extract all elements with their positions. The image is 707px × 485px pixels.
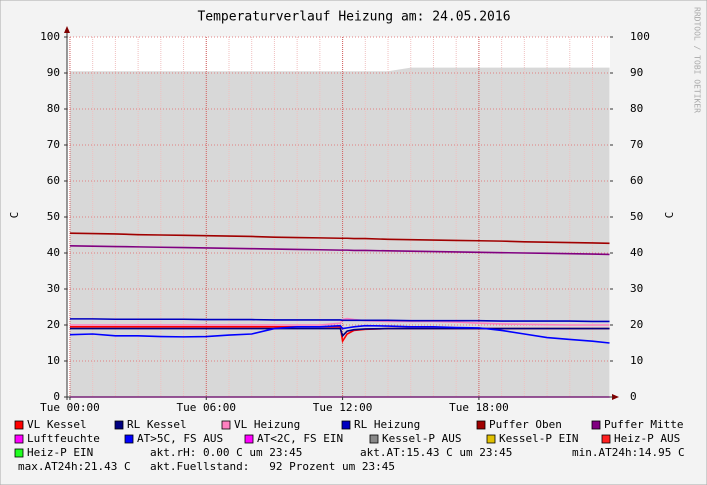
legend-swatch — [341, 420, 351, 430]
series-line — [69, 327, 610, 338]
y-tick-label: 20 — [47, 318, 60, 331]
y-tick-label: 80 — [47, 102, 60, 115]
y-tick-label: 0 — [53, 390, 60, 403]
y2-tick-label: 60 — [630, 174, 643, 187]
legend-label: Heiz-P AUS — [614, 432, 680, 445]
x-tick-label: Tue 18:00 — [449, 401, 509, 414]
footer-text: akt.Fuellstand: 92 Prozent um 23:45 — [150, 460, 395, 473]
series-line — [69, 317, 610, 326]
y-tick-label: 30 — [47, 282, 60, 295]
y2-tick-label: 90 — [630, 66, 643, 79]
chart-title: Temperaturverlauf Heizung am: 24.05.2016 — [197, 10, 510, 25]
legend-swatch — [486, 434, 496, 444]
y-axis-label: C — [8, 212, 21, 219]
axis-arrow — [612, 394, 619, 400]
x-tick-label: Tue 12:00 — [313, 401, 373, 414]
legend-swatch — [14, 448, 24, 458]
legend-label: Kessel-P AUS — [382, 432, 461, 445]
y2-tick-label: 10 — [630, 354, 643, 367]
y-tick-label: 10 — [47, 354, 60, 367]
x-tick-label: Tue 06:00 — [176, 401, 236, 414]
legend-label: RL Kessel — [127, 418, 187, 431]
legend-label: Puffer Oben — [489, 418, 562, 431]
legend-swatch — [124, 434, 134, 444]
y-tick-label: 70 — [47, 138, 60, 151]
legend-label: VL Heizung — [234, 418, 300, 431]
legend-swatch — [476, 420, 486, 430]
legend-swatch — [14, 420, 24, 430]
y2-tick-label: 20 — [630, 318, 643, 331]
legend-swatch — [601, 434, 611, 444]
legend-label: Puffer Mitte — [604, 418, 683, 431]
area-layer — [69, 67, 610, 397]
legend-label: AT>5C, FS AUS — [137, 432, 223, 445]
series-line — [69, 318, 610, 323]
area — [69, 67, 610, 397]
y2-axis-label: C — [663, 212, 676, 219]
x-tick-label: Tue 00:00 — [40, 401, 100, 414]
y-tick-label: 90 — [47, 66, 60, 79]
series-line — [69, 324, 610, 344]
y2-tick-label: 0 — [630, 390, 637, 403]
legend-label: AT<2C, FS EIN — [257, 432, 343, 445]
y2-tick-label: 30 — [630, 282, 643, 295]
legend-label: VL Kessel — [27, 418, 87, 431]
footer-text: max.AT24h:21.43 C — [18, 460, 131, 473]
legend-label: RL Heizung — [354, 418, 420, 431]
legend-label: Heiz-P EIN — [27, 446, 93, 459]
y-tick-label: 40 — [47, 246, 60, 259]
legend-swatch — [221, 420, 231, 430]
series-line — [69, 245, 610, 256]
y-tick-label: 60 — [47, 174, 60, 187]
series-line — [69, 232, 610, 245]
y2-tick-label: 70 — [630, 138, 643, 151]
legend-label: Kessel-P EIN — [499, 432, 578, 445]
y2-tick-label: 100 — [630, 30, 650, 43]
legend-swatch — [369, 434, 379, 444]
footer-text: akt.AT:15.43 C um 23:45 — [360, 446, 512, 459]
footer-text: min.AT24h:14.95 C — [572, 446, 685, 459]
axis-arrow — [64, 26, 70, 33]
legend-swatch — [244, 434, 254, 444]
footer-text: akt.rH: 0.00 C um 23:45 — [150, 446, 302, 459]
legend-label: Luftfeuchte — [27, 432, 100, 445]
legend-swatch — [14, 434, 24, 444]
legend-swatch — [114, 420, 124, 430]
y-tick-label: 100 — [40, 30, 60, 43]
y-tick-label: 50 — [47, 210, 60, 223]
y2-tick-label: 50 — [630, 210, 643, 223]
y2-tick-label: 40 — [630, 246, 643, 259]
legend-swatch — [591, 420, 601, 430]
side-text: RRDTOOL / TOBI OETIKER — [693, 7, 702, 113]
y2-tick-label: 80 — [630, 102, 643, 115]
